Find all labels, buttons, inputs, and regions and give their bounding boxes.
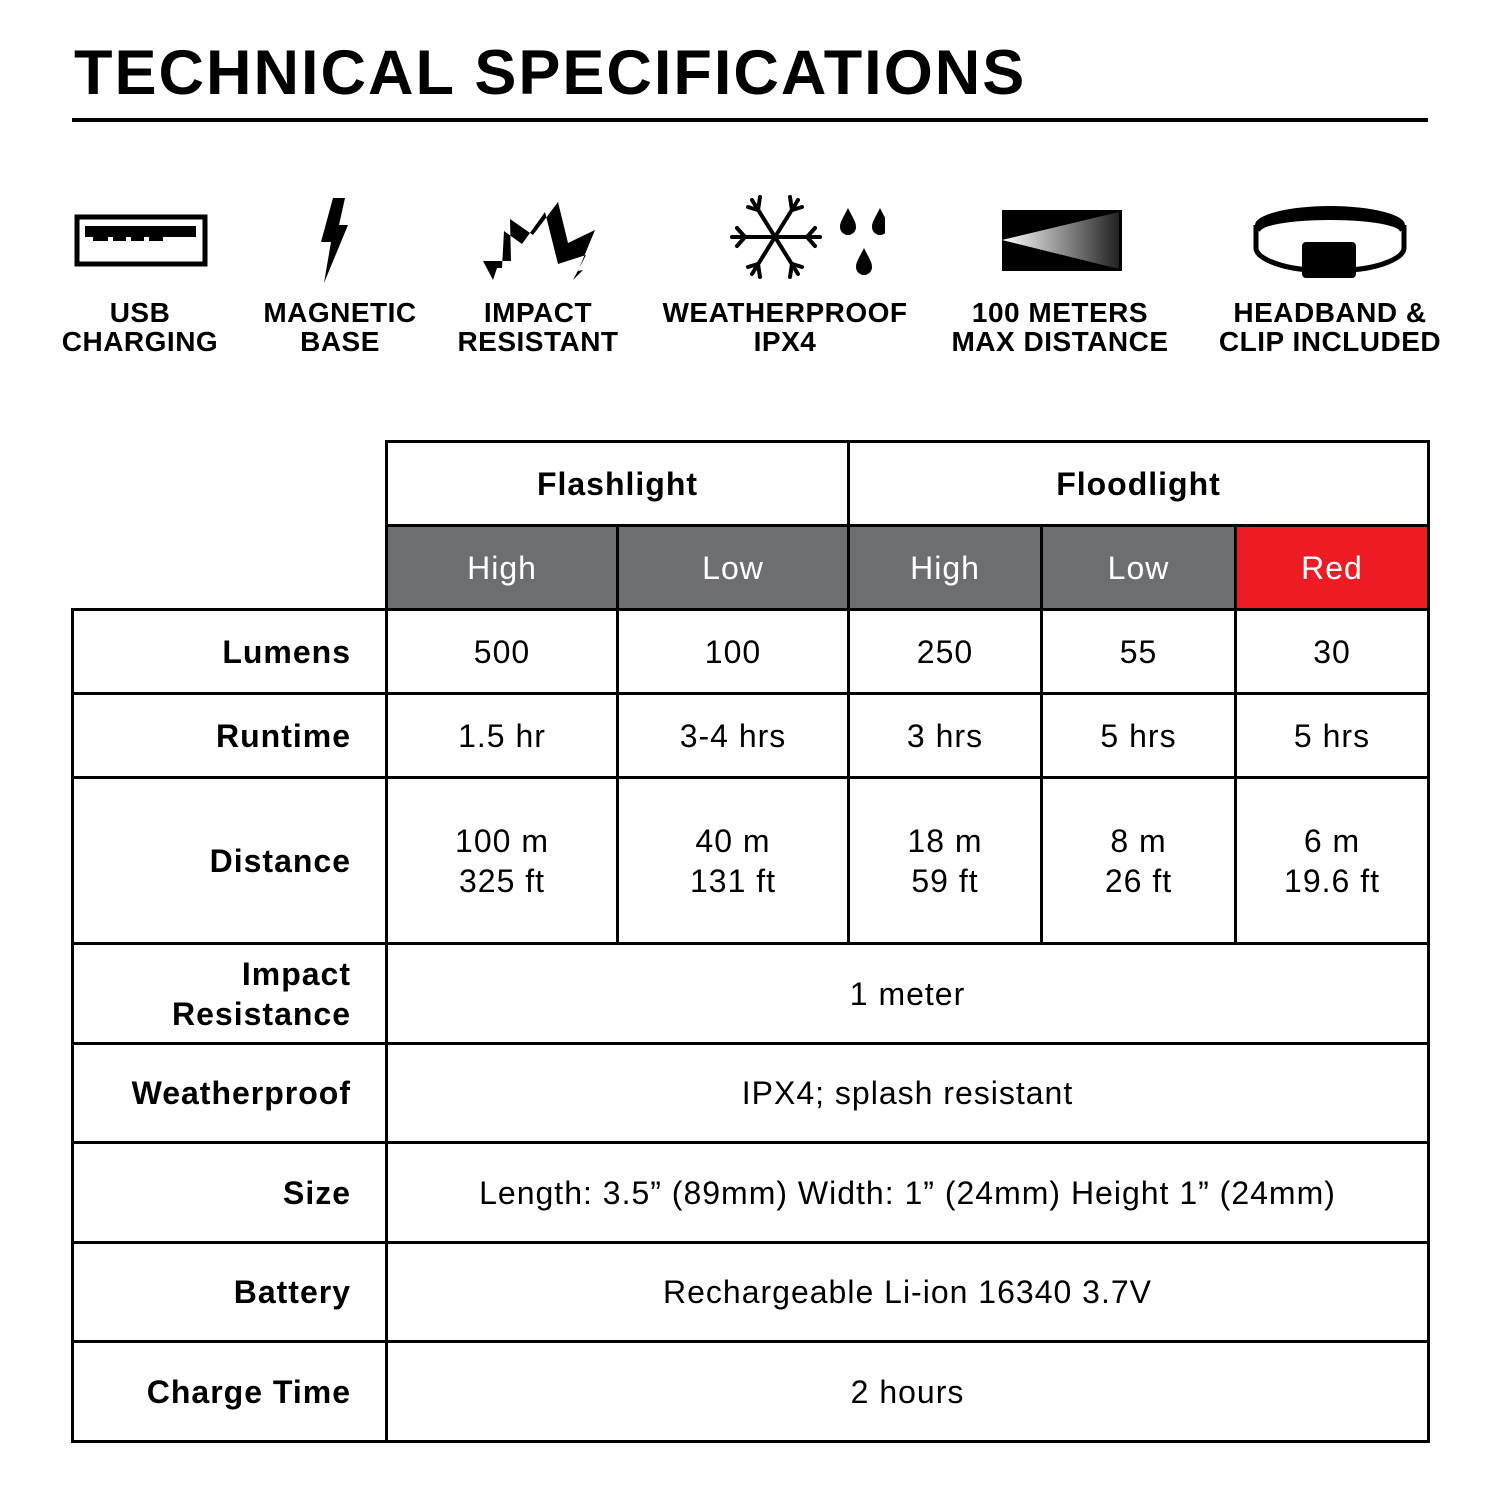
feature-impact-resistant: IMPACT RESISTANT (408, 190, 668, 356)
row-label: Impact Resistance (71, 942, 388, 1045)
group-header-flashlight: Flashlight (385, 440, 850, 527)
table-cell: Rechargeable Li-ion 16340 3.7V (385, 1241, 1430, 1343)
feature-label: WEATHERPROOF (662, 297, 908, 328)
mode-header-flashlight-low: Low (616, 524, 850, 611)
empty-corner (73, 442, 387, 526)
table-row-charge-time: Charge Time 2 hours (71, 1340, 1430, 1443)
snowflake-raindrops-icon (730, 195, 885, 279)
light-beam-icon (1002, 210, 1122, 271)
impact-burst-icon (483, 202, 595, 280)
table-row-impact-resistance: Impact Resistance 1 meter (71, 942, 1430, 1045)
row-label: Charge Time (71, 1340, 388, 1443)
distance-meters: 6 m (1303, 822, 1361, 859)
table-cell: 1 meter (385, 942, 1430, 1045)
table-row-distance: Distance 100 m 325 ft 40 m 131 ft 18 m 59 f… (71, 776, 1430, 945)
table-cell: 8 m 26 ft (1040, 776, 1237, 945)
mode-header-floodlight-high: High (847, 524, 1043, 611)
feature-label: CHARGING (61, 326, 219, 357)
distance-feet: 26 ft (1104, 862, 1173, 899)
row-label: Battery (71, 1241, 388, 1343)
table-cell: IPX4; splash resistant (385, 1042, 1430, 1144)
table-cell: 18 m 59 ft (847, 776, 1043, 945)
distance-meters: 40 m (695, 822, 771, 859)
feature-label: IPX4 (753, 326, 817, 357)
feature-label: BASE (300, 326, 380, 357)
table-cell: Length: 3.5” (89mm) Width: 1” (24mm) Hei… (385, 1141, 1430, 1244)
headband-icon (1253, 206, 1407, 278)
table-cell: 500 (385, 608, 619, 695)
distance-feet: 19.6 ft (1284, 862, 1380, 899)
row-label: Size (71, 1141, 388, 1244)
feature-weatherproof: WEATHERPROOF IPX4 (655, 190, 915, 356)
feature-label: RESISTANT (457, 326, 619, 357)
mode-header-floodlight-red: Red (1234, 524, 1430, 611)
distance-feet: 325 ft (458, 862, 546, 899)
table-cell: 100 m 325 ft (385, 776, 619, 945)
table-row-size: Size Length: 3.5” (89mm) Width: 1” (24mm… (71, 1141, 1430, 1244)
table-cell: 3-4 hrs (616, 692, 850, 779)
distance-meters: 8 m (1110, 822, 1167, 859)
table-cell: 2 hours (385, 1340, 1430, 1443)
mode-header-floodlight-low: Low (1040, 524, 1237, 611)
feature-label: CLIP INCLUDED (1218, 326, 1442, 357)
mode-header-flashlight-high: High (385, 524, 619, 611)
table-cell: 5 hrs (1234, 692, 1430, 779)
row-label: Distance (71, 776, 388, 945)
table-cell: 1.5 hr (385, 692, 619, 779)
row-label-line: Resistance (172, 995, 351, 1032)
table-row-weatherproof: Weatherproof IPX4; splash resistant (71, 1042, 1430, 1144)
feature-label: IMPACT (483, 297, 593, 328)
row-label: Runtime (71, 692, 388, 779)
feature-headband-clip: HEADBAND & CLIP INCLUDED (1200, 190, 1460, 356)
group-header-floodlight: Floodlight (847, 440, 1430, 527)
table-cell: 3 hrs (847, 692, 1043, 779)
table-cell: 55 (1040, 608, 1237, 695)
table-row-runtime: Runtime 1.5 hr 3-4 hrs 3 hrs 5 hrs 5 hrs (71, 692, 1430, 779)
distance-feet: 131 ft (689, 862, 777, 899)
row-label-line: Impact (241, 955, 351, 992)
feature-label: USB (109, 297, 171, 328)
distance-feet: 59 ft (911, 862, 979, 899)
table-cell: 5 hrs (1040, 692, 1237, 779)
table-cell: 250 (847, 608, 1043, 695)
table-cell: 40 m 131 ft (616, 776, 850, 945)
specifications-table: Flashlight Floodlight High Low High Low … (71, 440, 1430, 1443)
table-row-lumens: Lumens 500 100 250 55 30 (71, 608, 1430, 695)
lightning-bolt-icon (321, 198, 348, 283)
feature-label: 100 METERS (971, 297, 1149, 328)
table-cell: 100 (616, 608, 850, 695)
feature-magnetic-base: MAGNETIC BASE (210, 190, 470, 356)
table-cell: 30 (1234, 608, 1430, 695)
distance-meters: 100 m (455, 822, 549, 859)
page-title: TECHNICAL SPECIFICATIONS (74, 38, 1027, 108)
row-label: Lumens (71, 608, 388, 695)
table-row-battery: Battery Rechargeable Li-ion 16340 3.7V (71, 1241, 1430, 1343)
row-label: Weatherproof (71, 1042, 388, 1144)
feature-label: HEADBAND & (1233, 297, 1427, 328)
feature-usb-charging: USB CHARGING (10, 190, 270, 356)
title-divider (72, 118, 1428, 122)
feature-label: MAGNETIC (263, 297, 417, 328)
usb-port-icon (74, 214, 208, 267)
table-cell: 6 m 19.6 ft (1234, 776, 1430, 945)
feature-max-distance: 100 METERS MAX DISTANCE (930, 190, 1190, 356)
distance-meters: 18 m (907, 822, 983, 859)
feature-label: MAX DISTANCE (951, 326, 1169, 357)
empty-corner (73, 526, 387, 610)
